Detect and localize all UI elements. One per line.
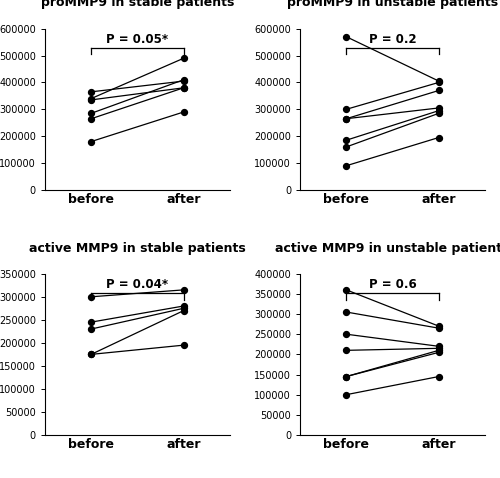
Point <box>435 109 443 117</box>
Text: P = 0.6: P = 0.6 <box>368 279 416 292</box>
Point <box>87 325 95 333</box>
Title: proMMP9 in stable patients: proMMP9 in stable patients <box>40 0 234 10</box>
Point <box>435 342 443 350</box>
Point <box>180 54 188 62</box>
Point <box>180 341 188 349</box>
Point <box>435 77 443 85</box>
Point <box>342 162 350 170</box>
Point <box>342 286 350 293</box>
Point <box>342 373 350 380</box>
Point <box>342 347 350 354</box>
Point <box>87 138 95 145</box>
Point <box>180 77 188 85</box>
Point <box>87 95 95 102</box>
Point <box>87 96 95 104</box>
Point <box>180 304 188 312</box>
Point <box>180 108 188 116</box>
Point <box>87 115 95 122</box>
Text: P = 0.05*: P = 0.05* <box>106 33 168 46</box>
Point <box>342 330 350 338</box>
Point <box>180 302 188 310</box>
Text: P = 0.2: P = 0.2 <box>369 33 416 46</box>
Point <box>435 134 443 141</box>
Point <box>435 104 443 112</box>
Point <box>87 293 95 301</box>
Point <box>342 391 350 399</box>
Point <box>87 350 95 358</box>
Title: active MMP9 in stable patients: active MMP9 in stable patients <box>29 241 246 254</box>
Point <box>342 115 350 122</box>
Point <box>435 347 443 354</box>
Point <box>435 87 443 94</box>
Point <box>435 373 443 380</box>
Point <box>87 350 95 358</box>
Point <box>435 348 443 356</box>
Point <box>87 318 95 326</box>
Point <box>435 322 443 330</box>
Title: active MMP9 in unstable patients: active MMP9 in unstable patients <box>276 241 500 254</box>
Point <box>342 115 350 122</box>
Point <box>87 109 95 117</box>
Point <box>180 307 188 315</box>
Point <box>342 143 350 151</box>
Point <box>342 136 350 144</box>
Point <box>180 286 188 293</box>
Title: proMMP9 in unstable patients: proMMP9 in unstable patients <box>287 0 498 10</box>
Point <box>342 308 350 316</box>
Point <box>180 84 188 92</box>
Point <box>87 88 95 96</box>
Point <box>342 33 350 41</box>
Point <box>435 345 443 352</box>
Point <box>435 78 443 86</box>
Point <box>180 76 188 84</box>
Point <box>342 373 350 380</box>
Point <box>180 84 188 92</box>
Text: P = 0.04*: P = 0.04* <box>106 279 168 292</box>
Point <box>435 107 443 114</box>
Point <box>342 106 350 113</box>
Point <box>435 325 443 332</box>
